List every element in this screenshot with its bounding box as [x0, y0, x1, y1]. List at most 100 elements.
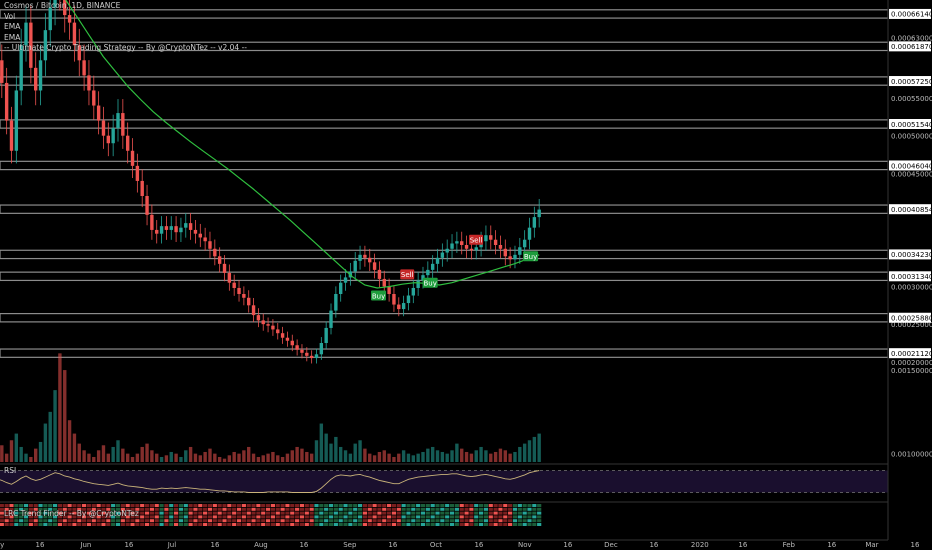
trend-cell-84-2	[401, 511, 406, 515]
legend-ema-2[interactable]: EMA	[4, 32, 21, 42]
trend-cell-40-1	[188, 507, 193, 511]
trend-cell-11-5	[48, 523, 53, 526]
time-tick-label: Aug	[254, 541, 268, 549]
trend-cell-57-3	[270, 515, 276, 519]
volume-bar-111	[532, 436, 537, 462]
trend-cell-101-0	[483, 504, 489, 507]
rsi-label[interactable]: RSI	[4, 466, 17, 475]
candle-18	[82, 44, 86, 91]
trend-cell-60-0	[285, 504, 290, 507]
trend-cell-88-0	[420, 504, 426, 507]
trend-cell-17-3	[77, 515, 82, 519]
volume-bar-87	[416, 453, 420, 462]
trend-cell-85-1	[406, 507, 411, 511]
candle-1	[0, 44, 4, 98]
trend-cell-95-0	[454, 504, 459, 507]
trend-finder-label[interactable]: LRC Trend Finder -- By @CryptoNTez	[4, 509, 139, 518]
trend-cell-112-0	[537, 504, 542, 507]
trend-cell-110-4	[527, 519, 532, 523]
trend-cell-83-2	[396, 511, 401, 515]
legend-ema-1[interactable]: EMA	[4, 22, 21, 31]
trend-cell-7-4	[28, 519, 33, 523]
trend-cell-46-3	[217, 515, 222, 519]
trend-cell-73-0	[348, 504, 353, 507]
trend-cell-59-3	[280, 515, 285, 519]
trend-cell-32-3	[149, 515, 154, 519]
trend-cell-25-3	[115, 515, 121, 519]
candle-42	[198, 223, 202, 248]
trend-cell-75-1	[357, 507, 363, 511]
volume-bar-12	[53, 390, 57, 462]
trend-cell-22-3	[101, 515, 106, 519]
trend-cell-92-4	[440, 519, 445, 523]
trend-cell-60-2	[285, 511, 290, 515]
trend-cell-98-3	[469, 515, 474, 519]
trend-cell-4-3	[14, 515, 19, 519]
trend-cell-11-1	[48, 507, 53, 511]
candle-84	[401, 295, 406, 317]
trend-cell-45-0	[212, 504, 217, 507]
candle-5	[19, 28, 23, 106]
volume-bar-57	[271, 451, 275, 462]
trend-cell-27-4	[125, 519, 130, 523]
trend-cell-50-5	[236, 523, 242, 526]
trend-cell-69-2	[328, 511, 334, 515]
trend-cell-12-2	[52, 511, 58, 515]
trend-cell-46-2	[217, 511, 222, 515]
trend-cell-110-1	[527, 507, 532, 511]
trend-cell-36-4	[169, 519, 174, 523]
trend-cell-74-1	[353, 507, 358, 511]
trend-cell-24-2	[111, 511, 116, 515]
candle-96	[460, 231, 464, 255]
volume-bar-91	[435, 450, 440, 462]
legend-volume[interactable]: Vol	[4, 11, 16, 21]
trend-cell-15-1	[67, 507, 72, 511]
candle-110	[527, 217, 532, 250]
candle-26	[121, 99, 125, 149]
time-tick-label: Nov	[518, 541, 532, 549]
volume-bar-25	[116, 440, 120, 462]
trend-cell-89-1	[425, 507, 430, 511]
candle-65	[309, 350, 314, 364]
rsi-band	[0, 470, 888, 493]
trend-cell-83-5	[396, 523, 401, 526]
trend-cell-84-1	[401, 507, 406, 511]
trend-cell-28-0	[130, 504, 135, 507]
trend-cell-94-0	[449, 504, 455, 507]
trend-cell-17-0	[77, 504, 82, 507]
trend-cell-44-1	[207, 507, 213, 511]
price-axis: 0.00150000 0.00100000 0.00063000 0.00055000…	[887, 0, 932, 550]
trend-cell-35-0	[164, 504, 169, 507]
volume-bar-42	[198, 455, 202, 462]
candle-8	[34, 52, 38, 106]
trend-cell-68-0	[324, 504, 329, 507]
trend-cell-77-2	[367, 511, 372, 515]
trend-cell-6-2	[23, 511, 29, 515]
trend-cell-108-4	[517, 519, 522, 523]
trend-cell-70-5	[333, 523, 338, 526]
trend-cell-4-4	[14, 519, 19, 523]
volume-bar-105	[503, 450, 507, 462]
volume-bar-74	[353, 443, 357, 462]
trend-cell-53-5	[251, 523, 256, 526]
trend-cell-69-1	[328, 507, 334, 511]
trend-cell-50-0	[236, 504, 242, 507]
trend-cell-31-1	[144, 507, 150, 511]
trend-cell-59-4	[280, 519, 285, 523]
time-tick-label: 16	[911, 541, 920, 549]
candle-13	[59, 0, 61, 11]
volume-bar-70	[334, 436, 338, 462]
time-tick-label: Oct	[430, 541, 442, 549]
trend-cell-20-3	[91, 515, 96, 519]
trend-cell-11-4	[48, 519, 53, 523]
trend-cell-110-5	[527, 523, 532, 526]
time-tick-label: 16	[211, 541, 220, 549]
trend-cell-78-5	[372, 523, 377, 526]
legend-strategy[interactable]: -- Ultimate Crypto Trading Strategy -- B…	[4, 43, 247, 52]
time-tick-label: 16	[649, 541, 658, 549]
trend-cell-73-1	[348, 507, 353, 511]
trend-cell-103-1	[493, 507, 498, 511]
candle-24	[111, 114, 115, 157]
trend-cell-74-3	[353, 515, 358, 519]
